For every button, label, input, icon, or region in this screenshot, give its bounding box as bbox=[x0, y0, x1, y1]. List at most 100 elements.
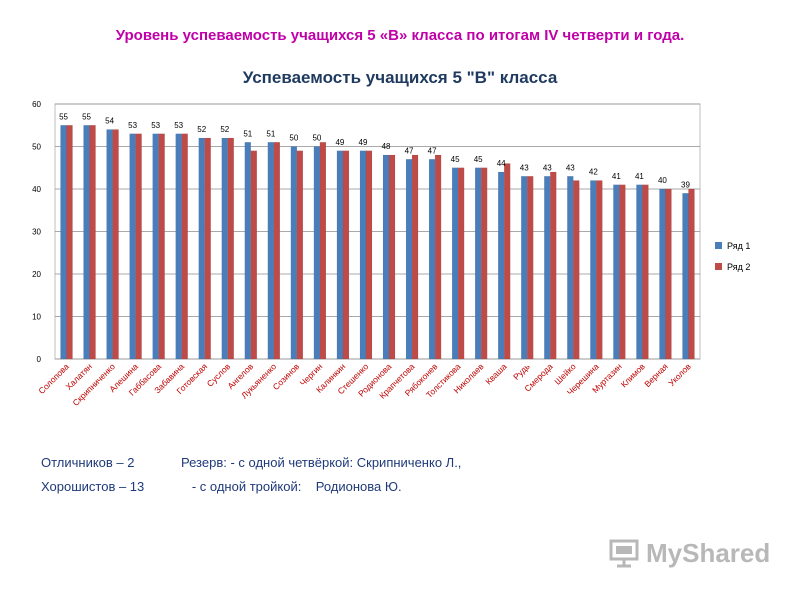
bar-2 bbox=[319, 142, 327, 360]
bar-1 bbox=[567, 176, 574, 360]
bar-2 bbox=[204, 137, 211, 360]
reserve-one-three: - с одной тройкой: Родионова Ю. bbox=[181, 479, 402, 494]
bar-1 bbox=[590, 180, 597, 360]
bar-2 bbox=[135, 133, 142, 360]
data-label: 53 bbox=[174, 121, 183, 130]
bar-1 bbox=[659, 188, 666, 360]
legend-swatch-1 bbox=[715, 242, 722, 249]
bar-1 bbox=[405, 159, 413, 360]
y-tick-label: 10 bbox=[32, 313, 41, 322]
bar-1 bbox=[521, 176, 528, 360]
data-label: 41 bbox=[612, 172, 621, 181]
bar-2 bbox=[365, 150, 373, 360]
bar-1 bbox=[198, 137, 205, 360]
data-label: 40 bbox=[658, 176, 667, 185]
bar-2 bbox=[227, 137, 234, 360]
data-label: 53 bbox=[151, 121, 160, 130]
bar-1 bbox=[475, 167, 482, 360]
data-label: 50 bbox=[312, 134, 321, 143]
data-label: 50 bbox=[289, 134, 298, 143]
bar-2 bbox=[158, 133, 165, 360]
notes-line-1: Отличников – 2 Резерв: - с одной четвёрк… bbox=[41, 455, 461, 470]
bar-2 bbox=[296, 150, 304, 360]
y-tick-label: 40 bbox=[32, 185, 41, 194]
data-label: 45 bbox=[451, 155, 460, 164]
y-tick-label: 50 bbox=[32, 143, 41, 152]
y-tick-label: 20 bbox=[32, 270, 41, 279]
category-label: Кваша bbox=[483, 361, 508, 386]
category-label: Солопова bbox=[36, 361, 71, 396]
data-label: 42 bbox=[589, 168, 598, 177]
bar-2 bbox=[573, 180, 580, 360]
bar-2 bbox=[66, 125, 73, 360]
category-label: Климов bbox=[619, 361, 647, 389]
bar-1 bbox=[682, 193, 689, 360]
legend-label-1: Ряд 1 bbox=[727, 241, 750, 251]
bar-1 bbox=[636, 184, 643, 360]
bar-1 bbox=[613, 184, 620, 360]
bar-2 bbox=[504, 163, 511, 360]
bar-2 bbox=[89, 125, 96, 360]
data-label: 49 bbox=[335, 138, 344, 147]
data-label: 48 bbox=[382, 142, 391, 151]
bar-1 bbox=[544, 176, 551, 360]
bar-1 bbox=[60, 125, 67, 360]
bar-1 bbox=[382, 154, 390, 360]
bar-2 bbox=[250, 150, 257, 360]
excellent-count: Отличников – 2 bbox=[41, 455, 135, 470]
data-label: 51 bbox=[266, 129, 275, 138]
data-label: 55 bbox=[82, 112, 91, 121]
data-label: 47 bbox=[428, 146, 437, 155]
bar-1 bbox=[359, 150, 367, 360]
data-label: 41 bbox=[635, 172, 644, 181]
data-label: 51 bbox=[243, 129, 252, 138]
bar-2 bbox=[619, 184, 626, 360]
legend-swatch-2 bbox=[715, 263, 722, 270]
bar-1 bbox=[267, 142, 274, 360]
bar-chart: 010203040506055Солопова55Халатян54Скрипн… bbox=[32, 100, 750, 408]
data-label: 52 bbox=[220, 125, 229, 134]
bar-2 bbox=[688, 188, 695, 360]
data-label: 53 bbox=[128, 121, 137, 130]
watermark-text: MyShared bbox=[646, 537, 771, 568]
bar-1 bbox=[152, 133, 159, 360]
bar-1 bbox=[106, 129, 113, 360]
bar-2 bbox=[434, 154, 442, 360]
data-label: 55 bbox=[59, 112, 68, 121]
bar-2 bbox=[181, 133, 188, 360]
bar-1 bbox=[313, 146, 321, 360]
bar-2 bbox=[642, 184, 649, 360]
bar-1 bbox=[498, 171, 505, 360]
data-label: 54 bbox=[105, 117, 114, 126]
bar-2 bbox=[596, 180, 603, 360]
y-tick-label: 30 bbox=[32, 228, 41, 237]
chart-title: Успеваемость учащихся 5 "В" класса bbox=[242, 68, 558, 87]
bar-1 bbox=[336, 150, 344, 360]
bar-1 bbox=[428, 159, 436, 360]
data-label: 39 bbox=[681, 180, 690, 189]
bar-1 bbox=[244, 142, 251, 360]
y-tick-label: 0 bbox=[37, 355, 42, 364]
bar-1 bbox=[175, 133, 182, 360]
bar-2 bbox=[665, 188, 672, 360]
bar-1 bbox=[451, 167, 459, 360]
bar-1 bbox=[290, 146, 298, 360]
data-label: 45 bbox=[474, 155, 483, 164]
bar-2 bbox=[481, 167, 488, 360]
bar-1 bbox=[83, 125, 90, 360]
reserve-one-four: Резерв: - с одной четвёркой: Скрипниченк… bbox=[181, 455, 462, 470]
y-tick-label: 60 bbox=[32, 100, 41, 109]
bar-2 bbox=[457, 167, 465, 360]
bar-2 bbox=[550, 171, 557, 360]
presentation-icon bbox=[609, 539, 639, 568]
bar-2 bbox=[342, 150, 350, 360]
category-label: Уколов bbox=[666, 361, 693, 388]
data-label: 43 bbox=[543, 163, 552, 172]
bar-2 bbox=[527, 176, 534, 360]
bar-2 bbox=[273, 142, 280, 360]
data-label: 43 bbox=[520, 163, 529, 172]
bar-2 bbox=[388, 154, 396, 360]
bar-1 bbox=[129, 133, 136, 360]
legend-label-2: Ряд 2 bbox=[727, 262, 750, 272]
page-heading: Уровень успеваемость учащихся 5 «В» клас… bbox=[115, 27, 685, 44]
